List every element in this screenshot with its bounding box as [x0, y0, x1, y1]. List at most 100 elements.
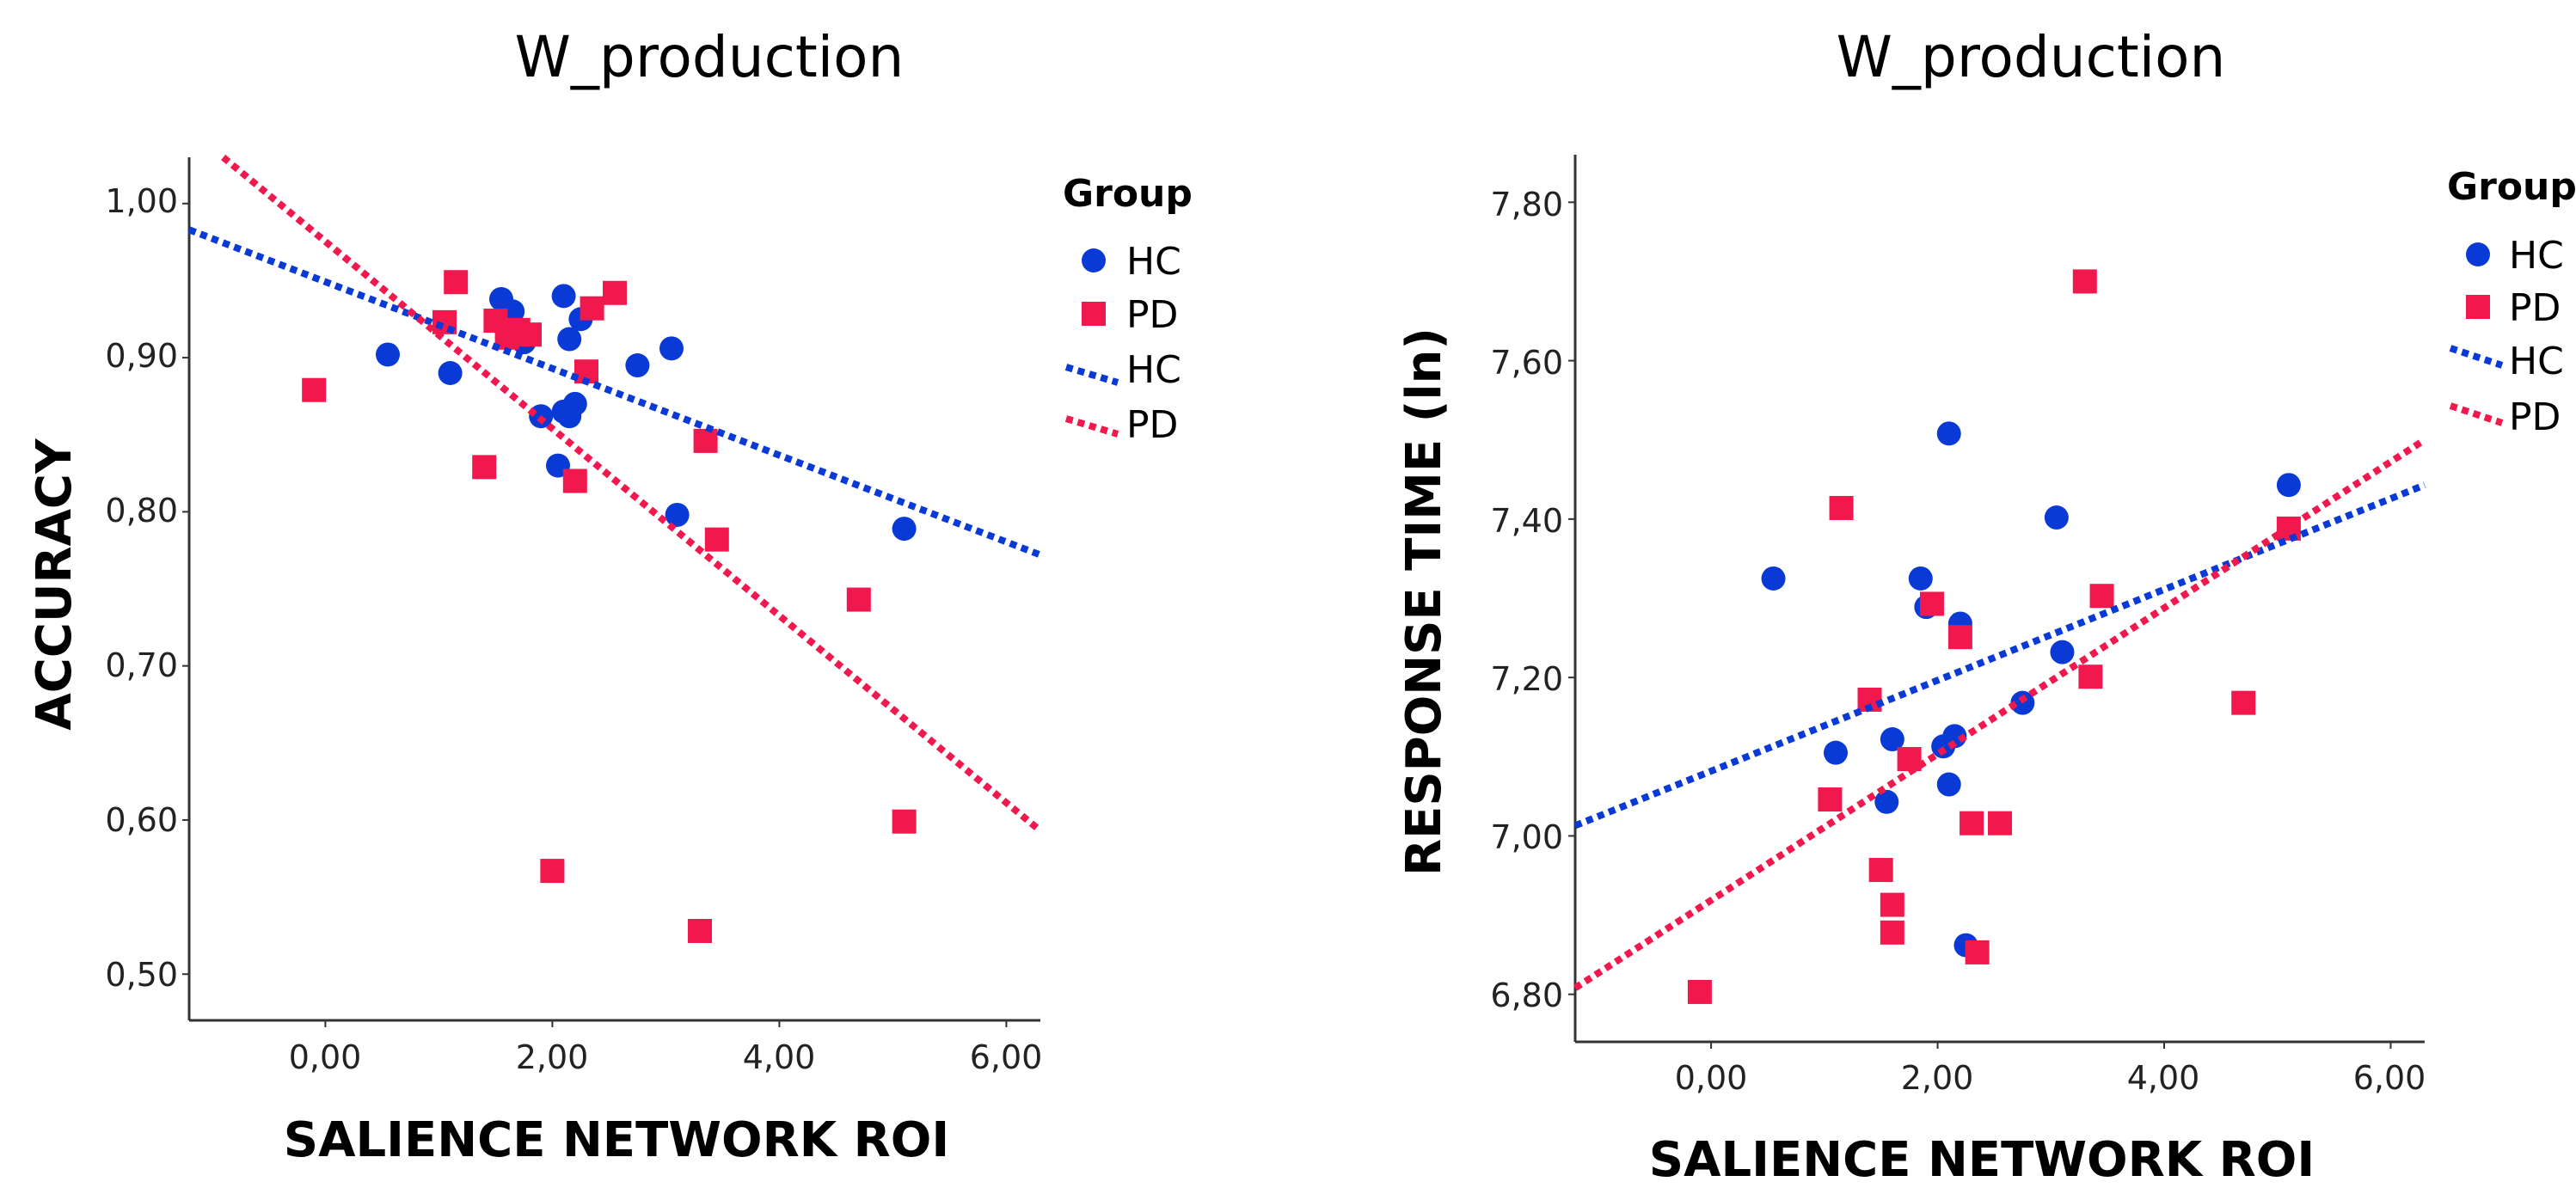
data-point-hc [892, 517, 917, 542]
y-tick-label: 7,80 [1490, 186, 1563, 223]
data-point-pd [603, 280, 627, 305]
y-tick-label: 7,20 [1490, 660, 1563, 698]
data-point-pd [1818, 787, 1843, 812]
data-point-hc [1880, 727, 1904, 752]
data-point-hc [2276, 473, 2301, 498]
y-tick-label: 7,60 [1490, 344, 1563, 382]
legend-label-pd-fit: PD [1126, 403, 1178, 447]
legend-label-hc: HC [2509, 234, 2564, 278]
y-tick-label: 0,50 [105, 956, 178, 994]
x-tick-label: 2,00 [1901, 1059, 1974, 1097]
data-point-pd [1868, 858, 1893, 883]
data-point-hc [659, 336, 684, 361]
x-tick-label: 6,00 [970, 1038, 1043, 1076]
data-point-pd [1988, 811, 2012, 836]
data-point-pd [2078, 664, 2103, 689]
y-tick-label: 0,60 [105, 801, 178, 839]
data-point-hc [1761, 566, 1786, 591]
data-point-hc [1874, 789, 1899, 814]
data-point-pd [302, 377, 327, 402]
data-point-pd [1687, 979, 1712, 1004]
data-point-pd [1919, 591, 1944, 616]
x-tick-label: 6,00 [2353, 1059, 2426, 1097]
data-point-pd [1880, 892, 1904, 917]
data-point-pd [518, 322, 542, 347]
y-tick-label: 0,80 [105, 492, 178, 530]
legend-line-hc [1064, 364, 1119, 386]
data-point-pd [1897, 747, 1922, 772]
data-point-pd [472, 455, 497, 480]
legend-label-hc-fit: HC [1126, 348, 1181, 392]
y-axis-label: RESPONSE TIME (ln) [1396, 328, 1452, 876]
legend-marker-pd [1082, 302, 1106, 326]
x-tick-label: 0,00 [289, 1038, 362, 1076]
legend: Group HC PD HC PD [1063, 172, 1193, 447]
fit-line-hc [1573, 481, 2426, 830]
x-tick-label: 2,00 [516, 1038, 589, 1076]
data-point-pd [1960, 811, 1984, 836]
data-point-pd [2089, 584, 2114, 609]
legend-label-hc-fit: HC [2509, 340, 2564, 383]
data-point-pd [2231, 690, 2256, 715]
chart-title: W_production [1837, 24, 2226, 90]
legend-marker-pd [2466, 295, 2490, 319]
data-point-pd [1947, 625, 1972, 650]
data-point-hc [376, 342, 400, 367]
data-point-pd [580, 296, 604, 321]
fit-line-pd [221, 154, 1043, 834]
data-point-hc [2050, 640, 2075, 664]
legend-line-pd [1064, 415, 1119, 438]
legend-line-pd [2449, 402, 2504, 426]
data-point-pd [704, 527, 729, 552]
x-axis-label: SALIENCE NETWORK ROI [1649, 1132, 2315, 1188]
legend-label-pd: PD [1126, 293, 1178, 337]
data-point-hc [557, 327, 582, 352]
x-tick-label: 0,00 [1675, 1059, 1748, 1097]
data-point-pd [1880, 920, 1904, 945]
data-point-pd [688, 919, 712, 944]
legend-line-hc [2449, 345, 2504, 369]
plot-marks [1568, 201, 2427, 1049]
legend-label-pd-fit: PD [2509, 395, 2561, 439]
y-tick-label: 6,80 [1490, 977, 1563, 1014]
data-point-hc [1908, 566, 1933, 591]
data-point-hc [551, 399, 576, 424]
x-axis-label: SALIENCE NETWORK ROI [284, 1112, 949, 1168]
data-point-hc [2044, 505, 2069, 530]
y-tick-label: 0,70 [105, 646, 178, 684]
y-tick-label: 0,90 [105, 337, 178, 375]
y-tick-label: 7,40 [1490, 502, 1563, 540]
data-point-pd [562, 468, 587, 493]
data-point-pd [2072, 269, 2097, 294]
data-point-pd [444, 270, 469, 295]
data-point-hc [1823, 740, 1848, 765]
data-point-pd [846, 587, 871, 612]
y-axis-label: ACCURACY [27, 438, 83, 731]
data-point-pd [1965, 940, 1990, 964]
fit-line-pd [1573, 437, 2427, 991]
data-point-hc [1942, 724, 1967, 749]
data-point-pd [693, 428, 718, 453]
data-point-hc [625, 353, 650, 378]
chart-response-time: W_production RESPONSE TIME (ln) SALIENCE… [1396, 24, 2576, 1188]
chart-accuracy: W_production ACCURACY SALIENCE NETWORK R… [27, 24, 1193, 1168]
data-point-hc [665, 502, 690, 527]
x-tick-label: 4,00 [2127, 1059, 2200, 1097]
data-point-hc [1936, 421, 1961, 446]
legend-title: Group [1063, 172, 1193, 216]
legend-label-pd: PD [2509, 286, 2561, 330]
data-point-hc [551, 284, 576, 309]
plot-marks [182, 154, 1043, 1027]
legend: Group HC PD HC PD [2447, 165, 2576, 439]
x-tick-label: 4,00 [743, 1038, 816, 1076]
fit-line-hc [187, 226, 1042, 559]
data-point-pd [892, 809, 917, 834]
legend-marker-hc [1082, 248, 1106, 272]
data-point-hc [1936, 772, 1961, 797]
data-point-hc [438, 361, 463, 385]
data-point-pd [540, 859, 565, 884]
y-tick-label: 1,00 [105, 182, 178, 220]
legend-marker-hc [2466, 242, 2490, 266]
y-tick-label: 7,00 [1490, 818, 1563, 856]
